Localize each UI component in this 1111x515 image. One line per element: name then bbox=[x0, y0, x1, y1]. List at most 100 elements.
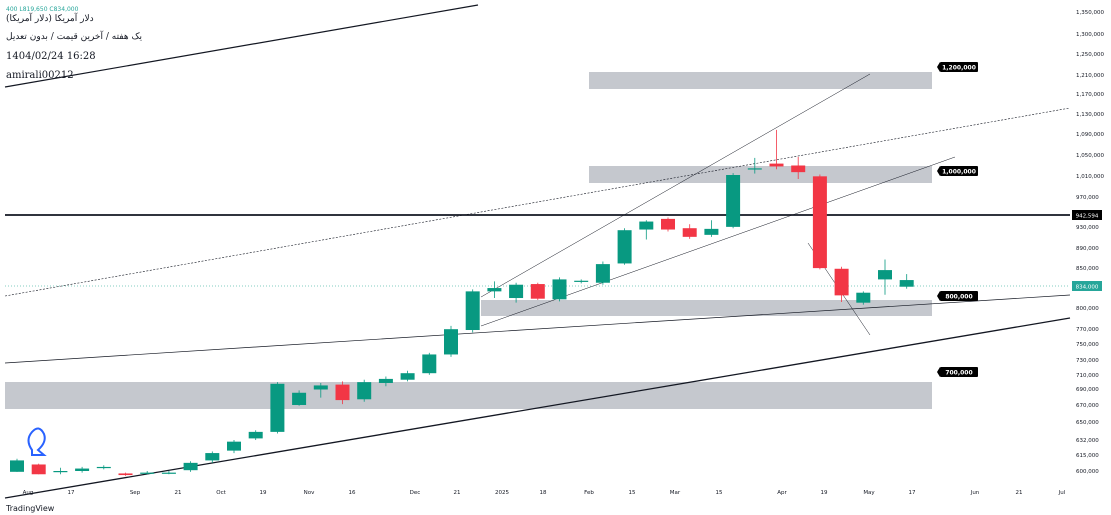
trendline bbox=[4, 317, 1071, 499]
candle bbox=[444, 325, 458, 357]
y-tick-label: 930,000 bbox=[1076, 225, 1099, 231]
support-resistance-zone bbox=[589, 72, 932, 89]
candle bbox=[812, 174, 827, 270]
zones-layer bbox=[5, 72, 932, 409]
candle-body bbox=[661, 218, 675, 230]
hline-label-bg bbox=[1072, 210, 1102, 220]
y-tick-label: 1,210,000 bbox=[1076, 73, 1104, 79]
support-resistance-zone bbox=[589, 166, 932, 183]
candle bbox=[292, 390, 307, 406]
candle bbox=[574, 279, 589, 284]
candle bbox=[75, 466, 90, 473]
zone-label-pointer bbox=[937, 291, 940, 301]
candle-body bbox=[878, 270, 892, 280]
candle bbox=[31, 463, 46, 475]
candle bbox=[161, 471, 176, 475]
candle-body bbox=[487, 288, 502, 292]
author-label: amirali00212 bbox=[6, 70, 74, 81]
candle bbox=[248, 430, 263, 441]
candle-body bbox=[227, 441, 241, 451]
x-tick-label: Dec bbox=[410, 490, 421, 496]
y-tick-label: 670,000 bbox=[1076, 403, 1099, 409]
trendline bbox=[4, 4, 479, 88]
candle-body bbox=[595, 264, 610, 283]
y-tick-label: 1,010,000 bbox=[1076, 174, 1104, 180]
candle bbox=[422, 352, 437, 375]
candle-body bbox=[96, 466, 111, 469]
candle-body bbox=[205, 453, 220, 461]
trendline bbox=[4, 294, 1071, 364]
candle-body bbox=[75, 468, 90, 471]
candle-body bbox=[704, 228, 719, 235]
candle-body bbox=[53, 471, 68, 473]
zone-label: 1,000,000 bbox=[942, 169, 976, 176]
candle-body bbox=[574, 280, 589, 282]
candle-body bbox=[444, 329, 458, 355]
candle bbox=[595, 261, 610, 285]
candle-body bbox=[791, 165, 806, 173]
x-tick-label: Jun bbox=[970, 490, 980, 496]
y-tick-label: 1,250,000 bbox=[1076, 52, 1104, 58]
candle bbox=[878, 259, 892, 295]
y-tick-label: 1,130,000 bbox=[1076, 112, 1104, 118]
y-tick-label: 800,000 bbox=[1076, 306, 1099, 312]
x-tick-label: 15 bbox=[716, 490, 723, 496]
zone-label: 700,000 bbox=[945, 370, 972, 377]
x-tick-label: Mar bbox=[670, 490, 681, 496]
y-tick-label: 690,000 bbox=[1076, 387, 1099, 393]
candle-body bbox=[726, 175, 741, 227]
x-tick-label: Nov bbox=[304, 490, 315, 496]
candle-body bbox=[834, 268, 849, 296]
support-resistance-zone bbox=[481, 300, 932, 316]
candle-body bbox=[10, 460, 24, 472]
y-tick-label: 770,000 bbox=[1076, 327, 1099, 333]
candle bbox=[183, 461, 198, 472]
y-tick-label: 632,000 bbox=[1076, 438, 1099, 444]
candle bbox=[834, 266, 849, 303]
candle-body bbox=[270, 383, 285, 432]
candle-body bbox=[552, 279, 567, 300]
candle-body bbox=[682, 228, 697, 237]
candle bbox=[704, 220, 719, 237]
chart-subtitle: یک هفته / آخرین قیمت / بدون تعدیل bbox=[6, 32, 143, 42]
x-tick-label: Feb bbox=[584, 490, 594, 496]
y-axis: 600,000 615,000 632,000 650,000 670,000 690,0… bbox=[1076, 10, 1104, 475]
candle-body bbox=[183, 462, 198, 471]
candle-body bbox=[118, 473, 133, 476]
y-tick-label: 1,170,000 bbox=[1076, 92, 1104, 98]
x-tick-label: May bbox=[863, 490, 875, 496]
candle bbox=[552, 277, 567, 302]
candle bbox=[617, 228, 632, 265]
instrument-title: دلار آمریکا (دلار آمریکا) bbox=[6, 14, 94, 24]
candle-body bbox=[357, 382, 372, 400]
candle bbox=[270, 382, 285, 434]
candle bbox=[747, 157, 762, 174]
trendline bbox=[480, 73, 871, 298]
candle bbox=[509, 282, 524, 303]
zone-label-bg bbox=[940, 367, 978, 377]
candle-body bbox=[856, 292, 871, 303]
support-resistance-zone bbox=[5, 382, 932, 409]
x-tick-label: Aug bbox=[23, 490, 34, 496]
x-tick-label: 21 bbox=[175, 490, 182, 496]
candle-body bbox=[313, 385, 328, 390]
candles-layer bbox=[10, 129, 914, 476]
x-tick-label: Oct bbox=[216, 490, 226, 496]
candle-body bbox=[747, 168, 762, 170]
y-tick-label: 750,000 bbox=[1076, 342, 1099, 348]
zone-label-bg bbox=[940, 62, 978, 72]
candle-body bbox=[639, 221, 654, 230]
x-tick-label: Sep bbox=[130, 490, 141, 496]
trendline bbox=[4, 107, 1071, 297]
x-tick-label: 16 bbox=[349, 490, 356, 496]
x-tick-label: 2025 bbox=[495, 490, 509, 496]
y-tick-label: 1,090,000 bbox=[1076, 132, 1104, 138]
zone-label: 800,000 bbox=[945, 294, 972, 301]
candle bbox=[140, 471, 155, 475]
candle bbox=[357, 379, 372, 402]
x-tick-label: 19 bbox=[821, 490, 828, 496]
candle-body bbox=[769, 163, 784, 167]
y-tick-label: 1,350,000 bbox=[1076, 10, 1104, 16]
zone-label: 1,200,000 bbox=[942, 65, 976, 72]
